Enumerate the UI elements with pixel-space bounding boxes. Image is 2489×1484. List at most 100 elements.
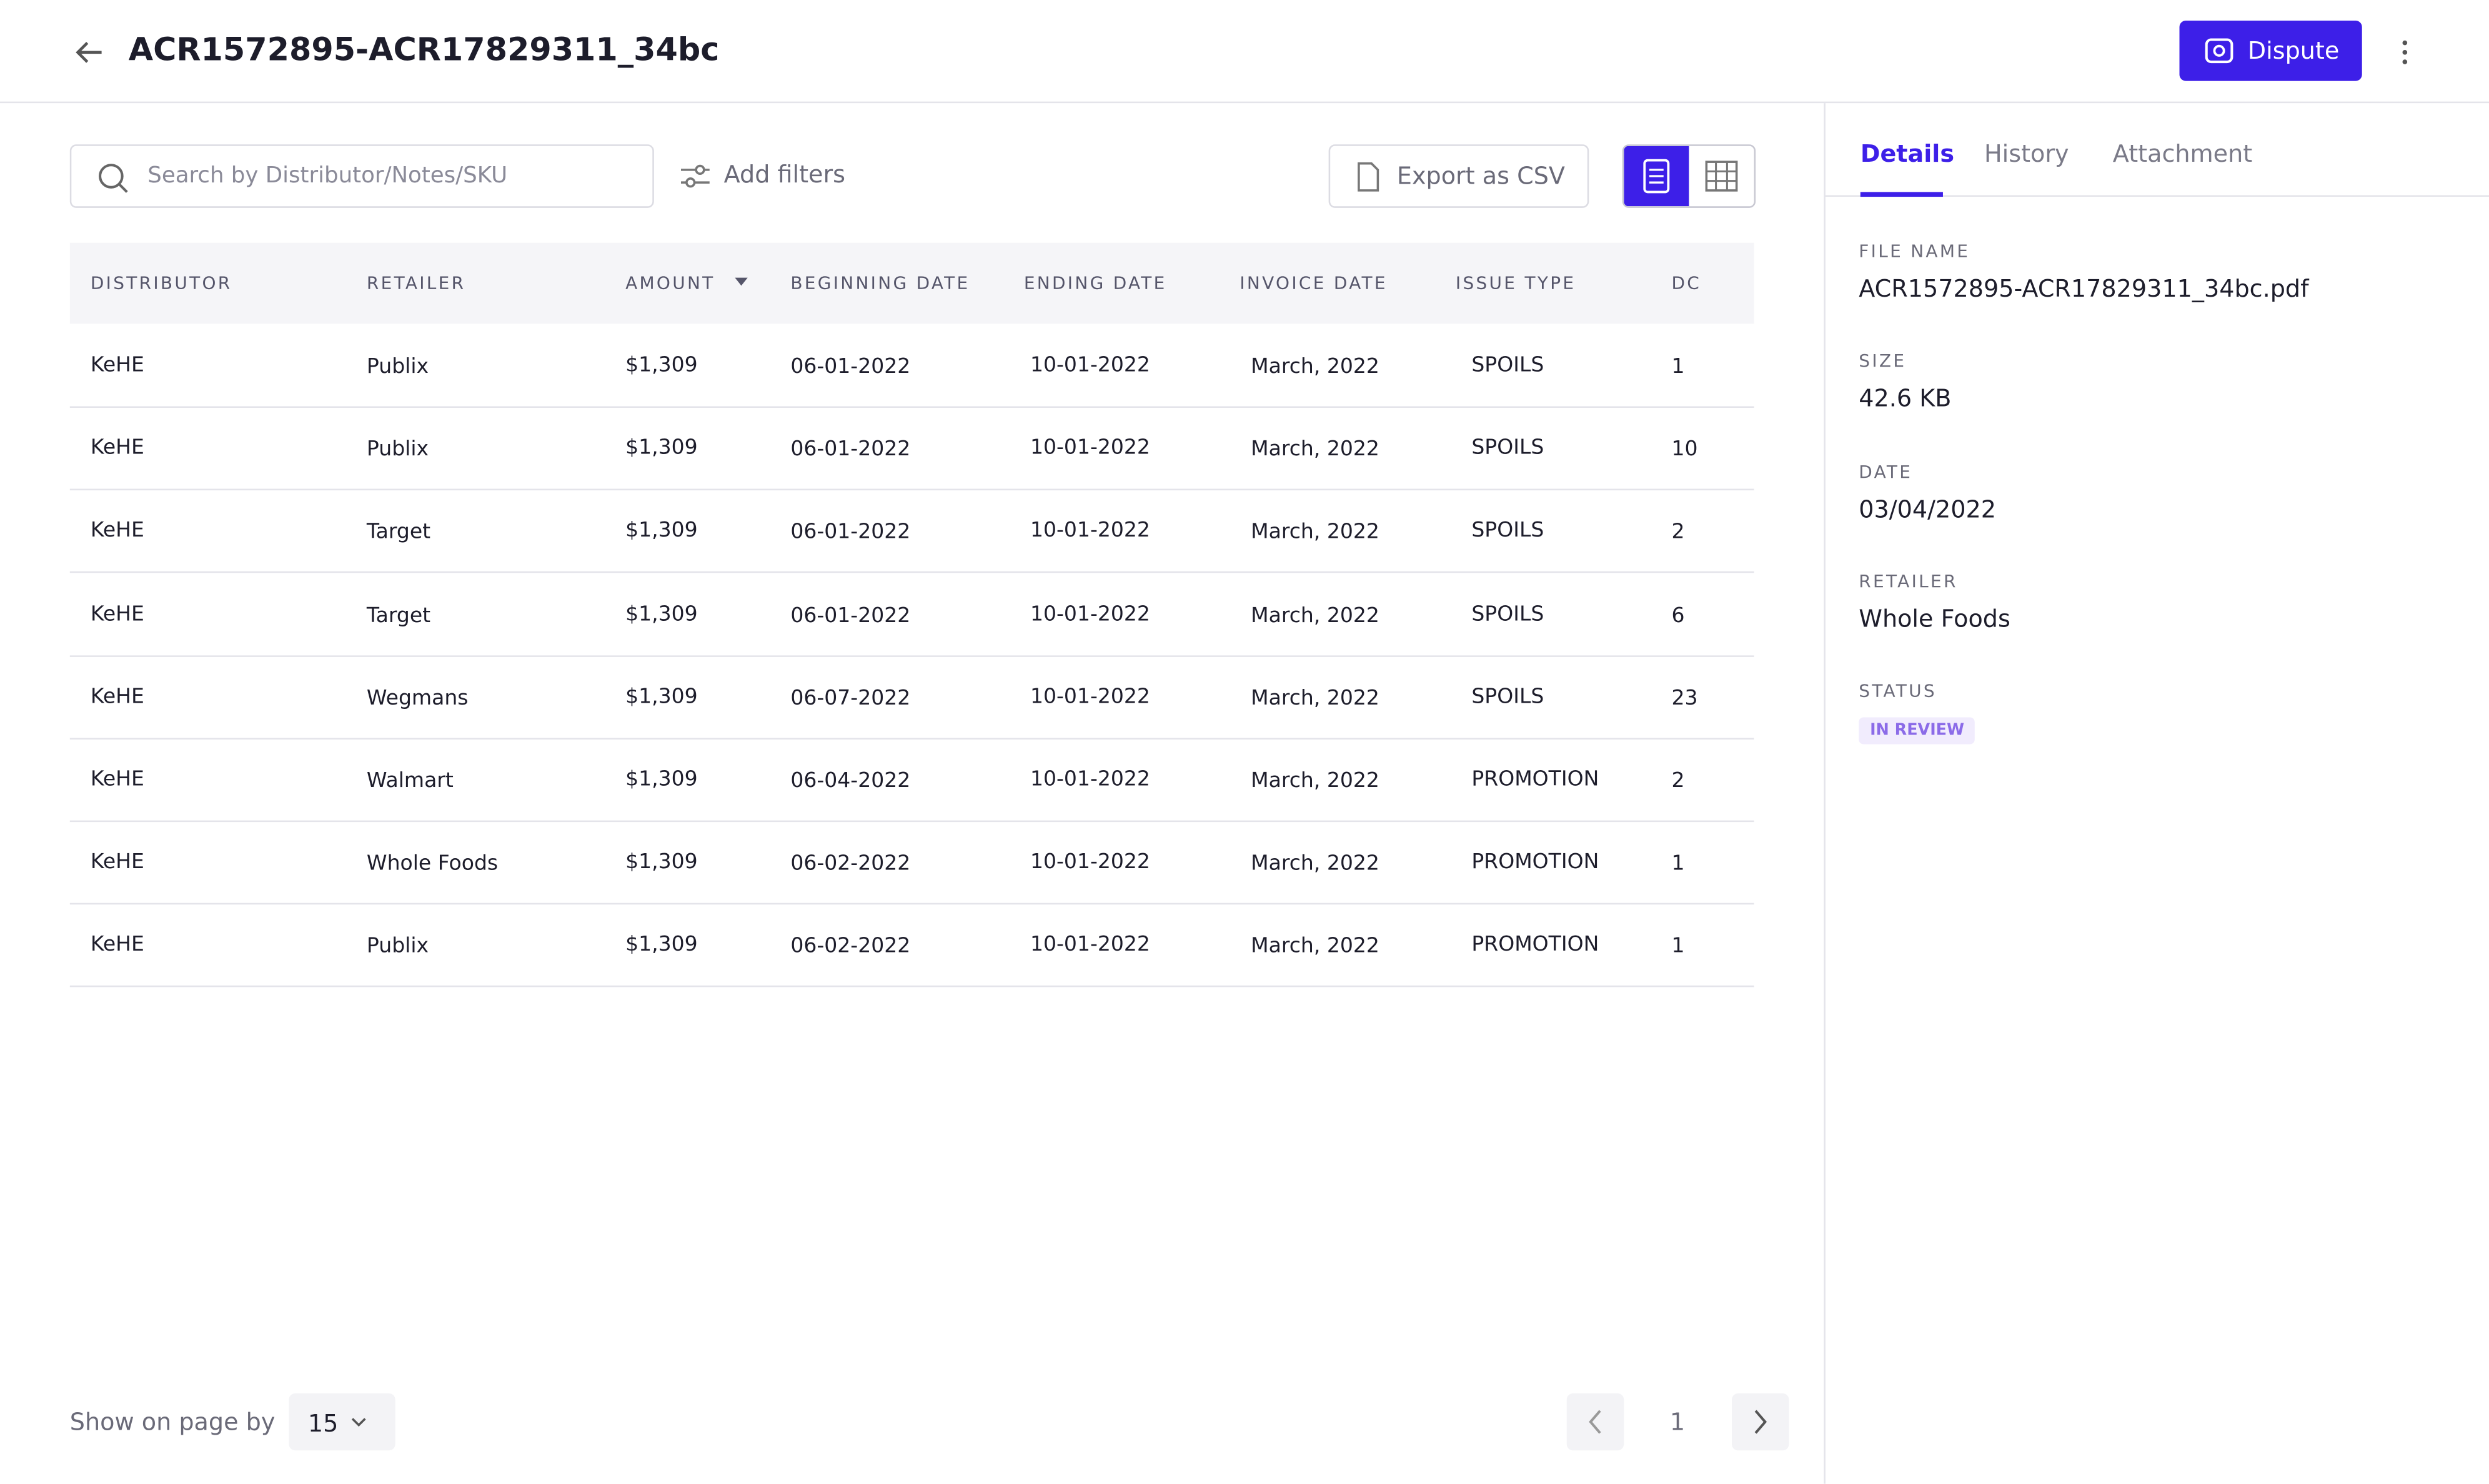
table-cell: March, 2022 <box>1251 769 1379 794</box>
table-cell: KeHE <box>90 602 144 626</box>
table-cell: SPOILS <box>1471 437 1544 461</box>
table-cell: 10-01-2022 <box>1030 437 1150 461</box>
export-label: Export as CSV <box>1396 162 1565 190</box>
tab[interactable]: Attachment <box>2112 139 2253 169</box>
row-divider <box>69 571 1754 574</box>
table-cell: $1,309 <box>625 933 698 958</box>
table-cell: Wegmans <box>366 686 469 711</box>
column-header: DISTRIBUTOR <box>90 273 232 294</box>
table-cell: Target <box>366 604 431 628</box>
sort-icon <box>735 277 748 286</box>
table-cell: $1,309 <box>625 768 698 792</box>
dispute-icon <box>2205 38 2233 64</box>
view-toggle-icons[interactable] <box>1624 146 1754 207</box>
table-cell: March, 2022 <box>1251 355 1379 380</box>
table-cell: 06-01-2022 <box>790 355 911 380</box>
table-cell: 06-01-2022 <box>790 521 911 545</box>
row-divider <box>69 820 1754 823</box>
status-badge: IN REVIEW <box>1859 717 1975 744</box>
more-menu[interactable] <box>2394 38 2417 67</box>
dispute-button[interactable]: Dispute <box>2179 21 2362 81</box>
table-cell: 10-01-2022 <box>1030 519 1150 543</box>
table-cell: 06-02-2022 <box>790 852 911 876</box>
view-toggle <box>1622 144 1756 208</box>
table-cell: March, 2022 <box>1251 852 1379 876</box>
table-cell: 06-01-2022 <box>790 604 911 628</box>
column-header: BEGINNING DATE <box>790 273 970 294</box>
table-cell: March, 2022 <box>1251 521 1379 545</box>
field-label: DATE <box>1859 461 1913 482</box>
field-label: SIZE <box>1859 351 1907 372</box>
field-value: Whole Foods <box>1859 604 2010 633</box>
tab[interactable]: History <box>1984 139 2069 169</box>
table-cell: 23 <box>1671 686 1698 711</box>
table-cell: SPOILS <box>1471 519 1544 543</box>
table-cell: $1,309 <box>625 354 698 378</box>
dispute-label: Dispute <box>2247 36 2340 66</box>
back-button[interactable] <box>71 35 106 70</box>
table-cell: March, 2022 <box>1251 686 1379 711</box>
table-cell: March, 2022 <box>1251 438 1379 462</box>
divider <box>1824 103 1826 1484</box>
table-cell: SPOILS <box>1471 354 1544 378</box>
row-divider <box>69 986 1754 988</box>
table-cell: Publix <box>366 935 429 959</box>
table-cell: 1 <box>1671 355 1685 380</box>
row-divider <box>69 903 1754 905</box>
chevron <box>351 1418 366 1427</box>
file-icon <box>1358 162 1379 192</box>
table-cell: Walmart <box>366 769 454 794</box>
table-cell: 06-04-2022 <box>790 769 911 794</box>
column-header: RETAILER <box>366 273 466 294</box>
tab-indicator <box>1860 192 1943 197</box>
search-icon <box>99 164 128 193</box>
export-button[interactable]: Export as CSV <box>1328 144 1589 208</box>
column-header: DC <box>1671 273 1702 294</box>
field-label: FILE NAME <box>1859 241 1970 262</box>
table-cell: 06-01-2022 <box>790 438 911 462</box>
row-divider <box>69 737 1754 740</box>
table-cell: March, 2022 <box>1251 604 1379 628</box>
search-box[interactable]: Search by Distributor/Notes/SKU <box>69 144 654 208</box>
column-header: ENDING DATE <box>1023 273 1167 294</box>
prev-page[interactable] <box>1566 1393 1624 1451</box>
row-divider <box>69 655 1754 656</box>
row-divider <box>69 489 1754 491</box>
add-filters[interactable]: Add filters <box>723 160 846 189</box>
table-cell: KeHE <box>90 437 144 461</box>
table-cell: PROMOTION <box>1471 933 1599 958</box>
column-header[interactable]: AMOUNT <box>625 273 715 294</box>
table-cell: $1,309 <box>625 437 698 461</box>
table-cell: 10 <box>1671 438 1698 462</box>
table-cell: PROMOTION <box>1471 768 1599 792</box>
table-cell: PROMOTION <box>1471 851 1599 875</box>
field-label: RETAILER <box>1859 571 1958 592</box>
page-size-label: Show on page by <box>69 1407 276 1437</box>
current-page: 1 <box>1669 1407 1686 1437</box>
table-cell: SPOILS <box>1471 602 1544 626</box>
next-page[interactable] <box>1732 1393 1789 1451</box>
table-cell: KeHE <box>90 768 144 792</box>
field-label: STATUS <box>1859 681 1937 702</box>
table-cell: 10-01-2022 <box>1030 685 1150 710</box>
table-cell: 2 <box>1671 769 1685 794</box>
table-cell: KeHE <box>90 354 144 378</box>
table-cell: 10-01-2022 <box>1030 354 1150 378</box>
tab[interactable]: Details <box>1860 139 1955 169</box>
table-header <box>69 242 1754 324</box>
table-cell: $1,309 <box>625 519 698 543</box>
table-cell: SPOILS <box>1471 685 1544 710</box>
table-cell: 2 <box>1671 521 1685 545</box>
table-cell: Publix <box>366 355 429 380</box>
table-cell: 10-01-2022 <box>1030 851 1150 875</box>
table-cell: $1,309 <box>625 685 698 710</box>
page-title: ACR1572895-ACR17829311_34bc <box>128 30 720 69</box>
page-size-value: 15 <box>307 1409 339 1438</box>
table-cell: 1 <box>1671 852 1685 876</box>
page-size-select[interactable]: 15 <box>289 1393 395 1451</box>
table-cell: KeHE <box>90 519 144 543</box>
table-cell: $1,309 <box>625 851 698 875</box>
row-divider <box>69 406 1754 408</box>
table-cell: KeHE <box>90 933 144 958</box>
